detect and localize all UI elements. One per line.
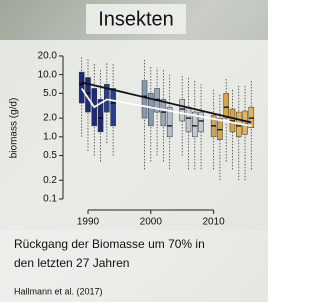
box [142,81,147,118]
y-tick-label: 20.0 [38,51,58,62]
source: Hallmann et al. (2017) [14,286,103,296]
y-tick-label: 1.0 [43,131,57,142]
chart-title: Insekten [98,8,174,30]
y-tick-label: 5.0 [43,88,57,99]
box [111,88,116,125]
x-tick-label: 2000 [140,217,163,228]
y-tick-label: 0.2 [43,175,57,186]
y-tick-label: 0.5 [43,150,57,161]
box [199,112,204,132]
y-tick-label: 10.0 [38,69,58,80]
box [180,99,185,121]
caption-line: den letzten 27 Jahren [14,256,129,270]
y-tick-label: 0.1 [43,194,57,205]
x-tick-label: 2010 [203,217,226,228]
box [79,72,84,103]
x-tick-label: 1990 [77,217,100,228]
box [243,111,248,134]
y-axis-label: biomass (g/d) [9,98,20,159]
y-tick-label: 2.0 [43,113,57,124]
caption-line: Rückgang der Biomasse um 70% in [14,237,205,251]
box [224,93,229,118]
box [186,107,191,132]
chart: Insekten biomass (g/d) Rückgang der Biom… [0,0,268,302]
